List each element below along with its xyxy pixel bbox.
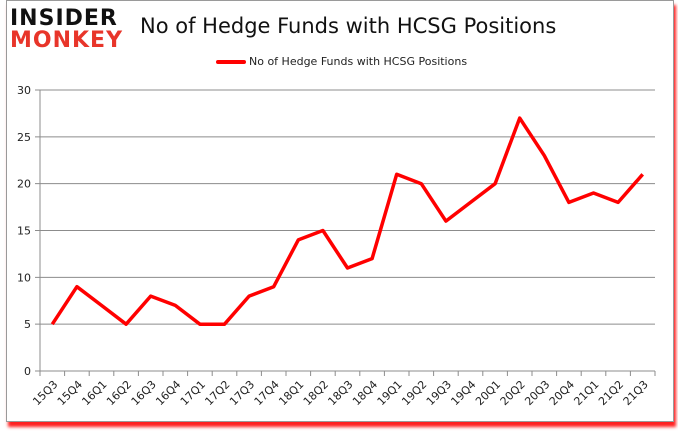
x-tick-label: 20Q1 <box>473 378 503 408</box>
y-tick-label: 15 <box>17 225 31 238</box>
x-tick-label: 21Q3 <box>621 378 651 408</box>
x-tick-label: 19Q3 <box>424 378 454 408</box>
y-tick-label: 0 <box>24 365 31 378</box>
x-tick-label: 17Q1 <box>178 378 208 408</box>
x-tick-label: 19Q2 <box>399 378 429 408</box>
x-tick-label: 18Q3 <box>325 378 355 408</box>
series-line <box>50 116 645 326</box>
x-tick-label: 17Q4 <box>252 378 282 408</box>
x-tick-label: 15Q4 <box>55 378 85 408</box>
y-tick-label: 5 <box>24 318 31 331</box>
x-tick-label: 21Q2 <box>596 378 626 408</box>
y-tick-label: 25 <box>17 131 31 144</box>
y-tick-label: 10 <box>17 271 31 284</box>
x-tick-label: 21Q1 <box>571 378 601 408</box>
x-tick-label: 17Q2 <box>202 378 232 408</box>
x-tick-label: 18Q2 <box>301 378 331 408</box>
x-tick-label: 17Q3 <box>227 378 257 408</box>
x-tick-label: 19Q1 <box>375 378 405 408</box>
x-tick-label: 20Q4 <box>547 378 577 408</box>
legend-label: No of Hedge Funds with HCSG Positions <box>249 55 468 68</box>
x-tick-label: 20Q3 <box>522 378 552 408</box>
logo-line1: INSIDER <box>10 6 118 31</box>
insider-monkey-logo: INSIDER MONKEY <box>10 8 123 52</box>
x-tick-label: 15Q3 <box>30 378 60 408</box>
x-tick-label: 18Q1 <box>276 378 306 408</box>
x-tick-label: 16Q1 <box>79 378 109 408</box>
legend-line-swatch <box>216 59 246 64</box>
x-tick-label: 19Q4 <box>448 378 478 408</box>
x-tick-label: 16Q4 <box>153 378 183 408</box>
x-tick-label: 20Q2 <box>498 378 528 408</box>
x-tick-label: 16Q3 <box>129 378 159 408</box>
y-tick-label: 20 <box>17 178 31 191</box>
x-tick-label: 18Q4 <box>350 378 380 408</box>
chart-frame <box>6 0 674 422</box>
y-tick-label: 30 <box>17 84 31 97</box>
chart-title: No of Hedge Funds with HCSG Positions <box>140 14 557 38</box>
chart-legend: No of Hedge Funds with HCSG Positions <box>216 55 467 68</box>
logo-line2: MONKEY <box>10 28 124 53</box>
x-tick-label: 16Q2 <box>104 378 134 408</box>
